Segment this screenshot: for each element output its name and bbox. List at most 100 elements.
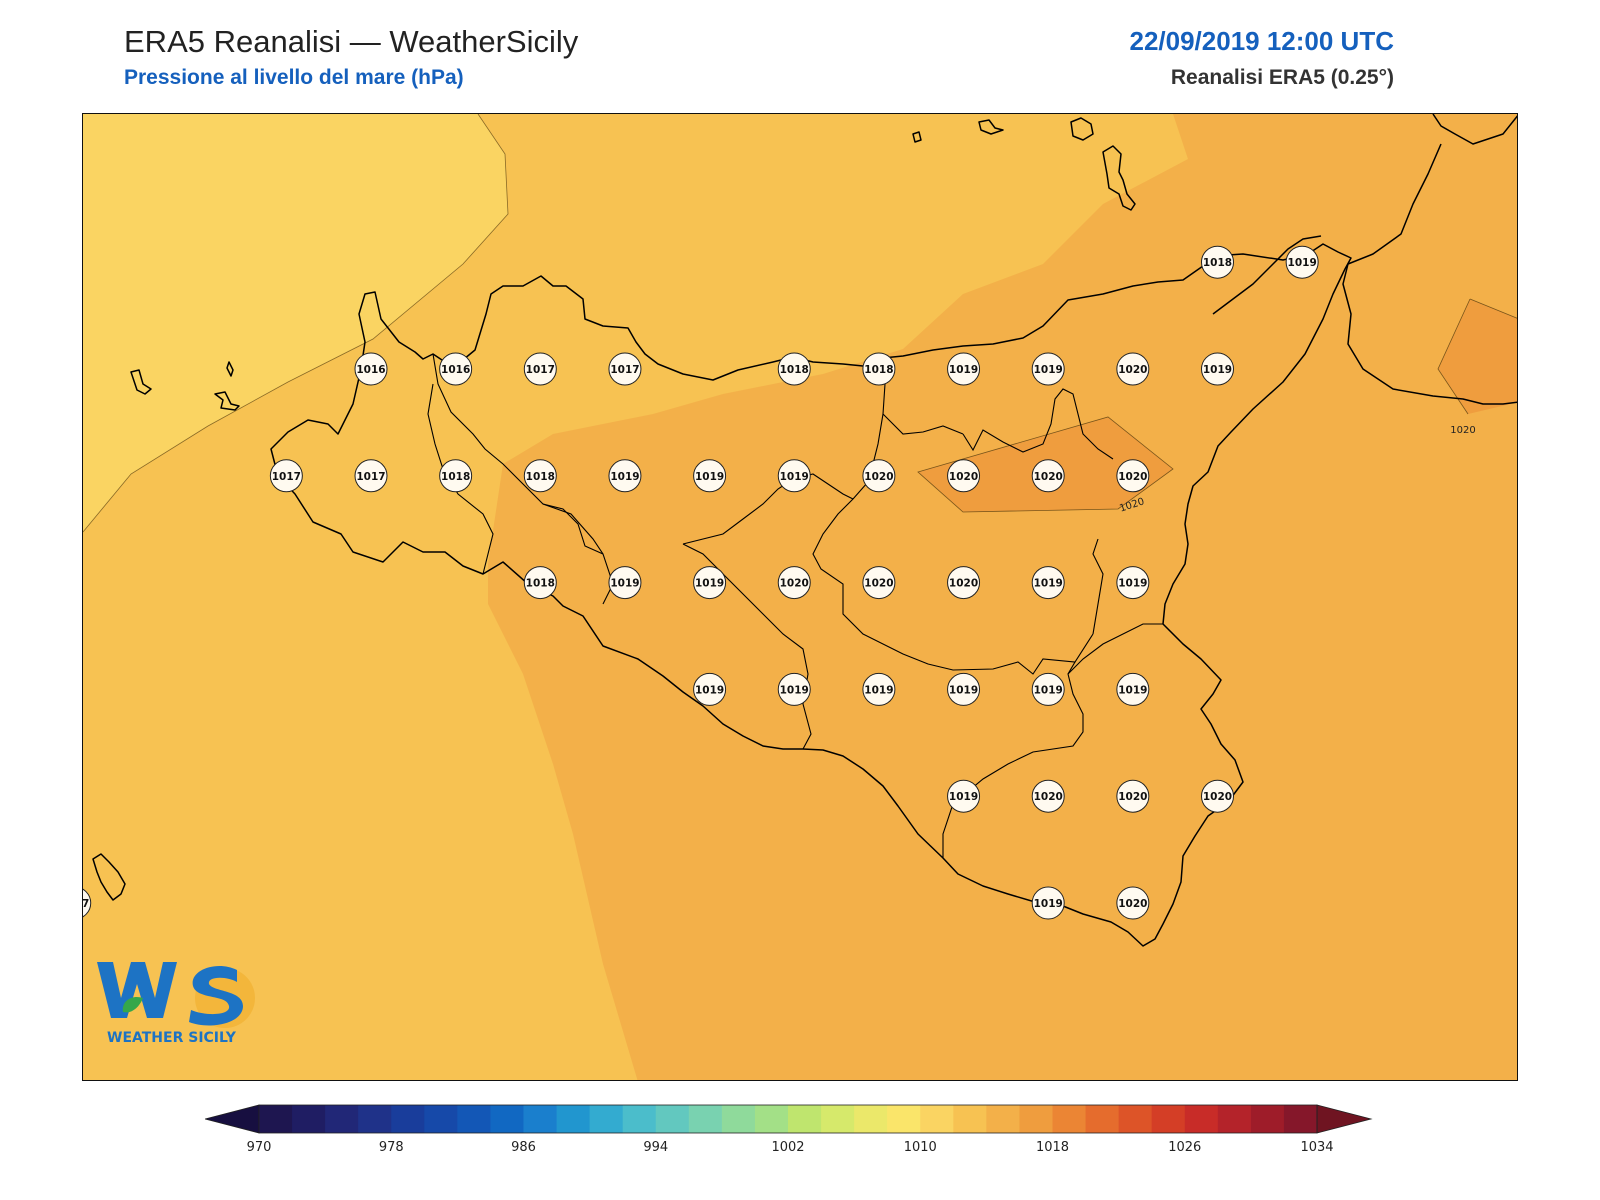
marettimo-coast xyxy=(130,369,152,395)
station-marker: 1017 xyxy=(83,888,92,918)
station-value: 1019 xyxy=(1034,898,1063,910)
border-messina-south xyxy=(812,357,1094,675)
station-marker: 1020 xyxy=(777,566,811,600)
station-circle xyxy=(439,459,473,493)
station-circle xyxy=(862,566,896,600)
colorbar-tick-label: 1010 xyxy=(904,1140,937,1155)
station-marker: 1020 xyxy=(1116,886,1150,920)
colorbar-swatch xyxy=(854,1105,888,1133)
colorbar-swatch xyxy=(292,1105,326,1133)
station-circle xyxy=(947,672,981,706)
station-marker: 1019 xyxy=(862,672,896,706)
station-value: 1019 xyxy=(610,578,639,590)
station-value: 1019 xyxy=(864,684,893,696)
station-marker: 1019 xyxy=(1201,352,1234,386)
border-palermo-agrigento xyxy=(542,503,604,555)
colorbar-frame xyxy=(258,1104,1318,1134)
colorbar-swatch xyxy=(589,1105,624,1133)
station-value: 1019 xyxy=(1034,364,1063,376)
station-circle xyxy=(1031,886,1065,920)
isobar-1020-closed xyxy=(917,416,1174,513)
colorbar-swatch xyxy=(821,1105,855,1133)
station-value: 1019 xyxy=(949,684,978,696)
colorbar-tick-label: 986 xyxy=(511,1140,536,1155)
station-value: 1019 xyxy=(1034,684,1063,696)
station-value: 1020 xyxy=(1203,791,1232,803)
station-value: 1020 xyxy=(949,578,978,590)
station-marker: 1020 xyxy=(1116,352,1150,386)
station-circle xyxy=(1201,779,1234,813)
station-circle xyxy=(523,459,557,493)
station-marker: 1019 xyxy=(693,459,727,493)
station-marker: 1019 xyxy=(947,779,981,813)
field-1018-band xyxy=(83,114,1188,1080)
colorbar-swatch xyxy=(325,1105,359,1133)
colorbar-swatch xyxy=(754,1105,789,1133)
station-value: 1020 xyxy=(1118,471,1147,483)
coastlines xyxy=(92,114,1517,947)
station-circle xyxy=(862,459,896,493)
station-circle xyxy=(523,566,557,600)
station-circle xyxy=(862,352,896,386)
colorbar-swatch xyxy=(424,1105,458,1133)
station-value: 1016 xyxy=(356,364,385,376)
colorbar-swatch xyxy=(391,1105,425,1133)
station-circle xyxy=(1116,672,1150,706)
station-value: 1019 xyxy=(1288,257,1317,269)
station-value: 1020 xyxy=(949,471,978,483)
station-circle xyxy=(1031,352,1065,386)
station-circle xyxy=(947,459,981,493)
station-marker: 1020 xyxy=(1031,779,1065,813)
station-value: 1017 xyxy=(610,364,639,376)
pressure-map[interactable]: 1016 1016 1017 1017 1018 1018 1019 1019 1020 1019… xyxy=(82,113,1518,1081)
station-circle xyxy=(523,352,557,386)
station-circle xyxy=(354,352,388,386)
station-marker: 1019 xyxy=(947,672,981,706)
station-marker: 1017 xyxy=(354,459,388,493)
salina-coast xyxy=(1070,117,1094,141)
border-etna-area xyxy=(962,388,1114,460)
border-ragusa-catania xyxy=(942,661,1084,858)
station-marker: 1019 xyxy=(1031,566,1065,600)
station-value: 1019 xyxy=(780,471,809,483)
station-circle xyxy=(608,566,642,600)
alicudi-coast xyxy=(912,131,922,143)
colorbar-swatch xyxy=(953,1105,987,1133)
station-circle xyxy=(693,459,727,493)
station-marker: 1020 xyxy=(947,566,981,600)
data-source: Reanalisi ERA5 (0.25°) xyxy=(1170,66,1394,89)
colorbar-swatch xyxy=(358,1105,392,1133)
station-circle xyxy=(1116,886,1150,920)
colorbar-tick-label: 970 xyxy=(247,1140,272,1155)
colorbar-over-arrow xyxy=(1316,1104,1373,1134)
isobar-label: 1020 xyxy=(1450,425,1475,436)
station-marker: 1019 xyxy=(777,672,811,706)
station-marker: 1020 xyxy=(1116,459,1150,493)
province-borders xyxy=(427,353,1163,858)
colorbar-swatch xyxy=(622,1105,657,1133)
logo-s-icon xyxy=(189,965,243,1026)
station-circle xyxy=(862,672,896,706)
station-circle xyxy=(608,352,642,386)
station-marker: 1020 xyxy=(862,459,896,493)
station-circle xyxy=(693,566,727,600)
colorbar-swatch xyxy=(721,1105,756,1133)
station-value: 1019 xyxy=(1034,578,1063,590)
colorbar-tick-label: 1002 xyxy=(771,1140,804,1155)
colorbar-swatch xyxy=(788,1105,822,1133)
station-value: 1017 xyxy=(272,471,301,483)
station-circle xyxy=(1116,352,1150,386)
station-value: 1019 xyxy=(1118,578,1147,590)
valid-date: 22/09/2019 12:00 UTC xyxy=(1129,26,1394,56)
sicily-coast xyxy=(270,243,1352,947)
station-value: 1020 xyxy=(1118,898,1147,910)
colorbar-swatch xyxy=(457,1105,491,1133)
page-title: ERA5 Reanalisi — WeatherSicily xyxy=(124,24,579,59)
colorbar-swatch xyxy=(655,1105,690,1133)
colorbar-swatch xyxy=(1052,1105,1087,1133)
station-value: 1020 xyxy=(864,578,893,590)
colorbar-tick-label: 1034 xyxy=(1300,1140,1333,1155)
station-circle xyxy=(1031,459,1065,493)
station-value: 1020 xyxy=(1034,471,1063,483)
station-value: 1019 xyxy=(610,471,639,483)
